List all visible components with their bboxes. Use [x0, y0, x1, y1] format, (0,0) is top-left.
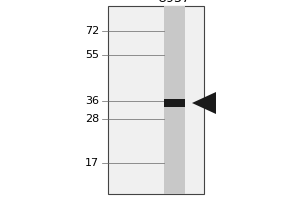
Text: 36: 36	[85, 96, 99, 106]
Text: 55: 55	[85, 50, 99, 60]
Text: 17: 17	[85, 158, 99, 168]
Bar	[108, 6, 204, 194]
Bar	[164, 99, 184, 107]
Text: 72: 72	[85, 26, 99, 36]
Text: 28: 28	[85, 114, 99, 124]
Text: U937: U937	[158, 0, 190, 5]
Bar	[164, 6, 184, 194]
Polygon shape	[192, 92, 216, 114]
